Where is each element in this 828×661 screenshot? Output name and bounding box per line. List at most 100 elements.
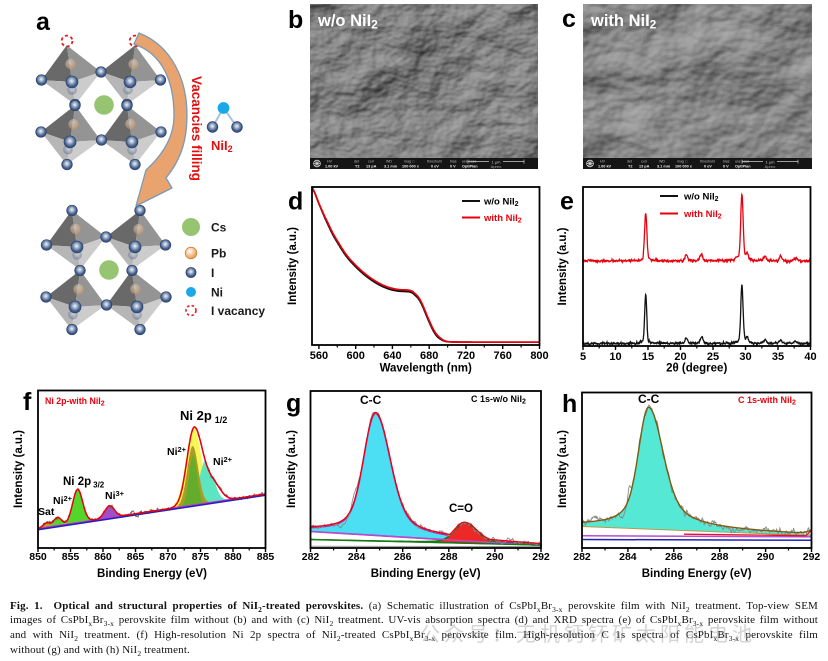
svg-text:288: 288 [440,551,458,563]
svg-text:mag □: mag □ [677,159,688,163]
svg-text:885: 885 [257,551,275,563]
svg-text:865: 865 [127,551,145,563]
svg-text:with NiI2: with NiI2 [483,213,522,225]
svg-text:d: d [288,188,303,216]
svg-text:0 eV: 0 eV [431,164,439,168]
svg-text:35: 35 [772,351,784,363]
svg-text:det: det [354,159,359,163]
svg-text:870: 870 [159,551,177,563]
svg-text:286: 286 [394,551,412,563]
svg-text:Ni3+: Ni3+ [105,489,125,502]
svg-text:Binding Energy (eV): Binding Energy (eV) [371,568,481,580]
svg-text:13 pA: 13 pA [366,164,377,168]
svg-text:Ni 2p3/2: Ni 2p 3/2 [63,476,105,490]
svg-text:bias: bias [450,159,457,163]
svg-text:Ni2+: Ni2+ [53,494,73,507]
svg-text:Cs: Cs [211,220,227,234]
svg-text:NiI2: NiI2 [211,138,233,154]
svg-text:threshold: threshold [700,159,715,163]
svg-text:I: I [211,266,214,280]
svg-text:20: 20 [674,351,686,363]
svg-text:680: 680 [420,350,438,362]
svg-text:Intensity (a.u.): Intensity (a.u.) [557,227,569,305]
svg-text:Intensity (a.u.): Intensity (a.u.) [287,227,299,305]
svg-text:855: 855 [62,551,80,563]
svg-text:C 1s-w/o NiI2: C 1s-w/o NiI2 [471,394,526,406]
svg-text:800: 800 [530,350,548,362]
svg-text:OptiPlan: OptiPlan [735,164,751,168]
svg-text:with NiI2: with NiI2 [590,12,657,32]
svg-text:1.00 kV: 1.00 kV [598,164,612,168]
svg-text:mag □: mag □ [404,159,415,163]
svg-text:850: 850 [29,551,47,563]
svg-text:Ni: Ni [211,285,223,299]
svg-text:0 V: 0 V [450,164,456,168]
svg-text:282: 282 [302,551,320,563]
svg-text:292: 292 [803,551,821,563]
svg-text:w/o NiI2: w/o NiI2 [683,192,719,204]
svg-text:Vacancies filling: Vacancies filling [189,76,204,181]
svg-text:282: 282 [573,551,591,563]
svg-text:560: 560 [310,350,328,362]
svg-text:C=O: C=O [449,503,473,515]
svg-text:875: 875 [192,551,210,563]
svg-text:284: 284 [348,551,366,563]
svg-text:h: h [562,390,577,418]
svg-text:0 eV: 0 eV [704,164,712,168]
svg-text:100 000 x: 100 000 x [402,164,420,168]
svg-text:40: 40 [804,351,816,363]
svg-text:290: 290 [486,551,504,563]
svg-text:C-C: C-C [360,393,382,407]
svg-text:e: e [560,188,574,216]
svg-text:Wavelength (nm): Wavelength (nm) [380,363,472,375]
svg-text:100 000 x: 100 000 x [675,164,693,168]
svg-text:C-C: C-C [638,392,660,406]
svg-text:C 1s-with NiI2: C 1s-with NiI2 [738,395,796,407]
svg-text:10: 10 [609,351,621,363]
svg-text:Ni2+: Ni2+ [213,455,233,468]
svg-text:WD: WD [386,159,392,163]
svg-text:T2: T2 [628,164,632,168]
svg-text:curr: curr [368,159,375,163]
svg-text:Pb: Pb [211,246,226,260]
svg-text:bias: bias [723,159,730,163]
svg-text:1.00 kV: 1.00 kV [325,164,339,168]
svg-text:g: g [286,390,301,418]
svg-text:5: 5 [580,351,586,363]
svg-text:13 pA: 13 pA [639,164,650,168]
svg-text:880: 880 [224,551,242,563]
svg-text:HV: HV [600,159,606,163]
svg-text:Ni 2p1/2: Ni 2p 1/2 [180,408,227,425]
svg-text:860: 860 [94,551,112,563]
svg-text:Intensity (a.u.): Intensity (a.u.) [13,430,25,508]
svg-text:292: 292 [532,551,550,563]
svg-text:HV: HV [327,159,333,163]
svg-text:Ni2+: Ni2+ [167,445,187,458]
svg-text:threshold: threshold [427,159,442,163]
svg-text:3.1 mm: 3.1 mm [657,164,671,168]
svg-text:288: 288 [711,551,729,563]
svg-text:b: b [288,6,303,34]
svg-text:640: 640 [383,350,401,362]
svg-text:T2: T2 [355,164,359,168]
svg-text:600: 600 [347,350,365,362]
svg-text:Binding Energy (eV): Binding Energy (eV) [642,568,752,580]
svg-text:det: det [627,159,632,163]
svg-text:Binding Energy (eV): Binding Energy (eV) [97,568,207,580]
svg-text:760: 760 [494,350,512,362]
svg-text:Apreo: Apreo [491,164,502,169]
svg-text:720: 720 [457,350,475,362]
svg-text:f: f [23,388,32,416]
svg-text:Intensity (a.u.): Intensity (a.u.) [286,430,298,508]
svg-text:Ni 2p-with NiI2: Ni 2p-with NiI2 [45,396,105,408]
svg-text:Sat: Sat [38,506,55,518]
svg-text:286: 286 [665,551,683,563]
svg-text:WD: WD [659,159,665,163]
svg-text:284: 284 [619,551,637,563]
svg-text:with NiI2: with NiI2 [683,209,722,221]
svg-text:290: 290 [757,551,775,563]
svg-text:2θ (degree): 2θ (degree) [666,363,727,375]
svg-text:curr: curr [641,159,648,163]
svg-text:3.1 mm: 3.1 mm [384,164,398,168]
svg-text:c: c [562,5,576,33]
